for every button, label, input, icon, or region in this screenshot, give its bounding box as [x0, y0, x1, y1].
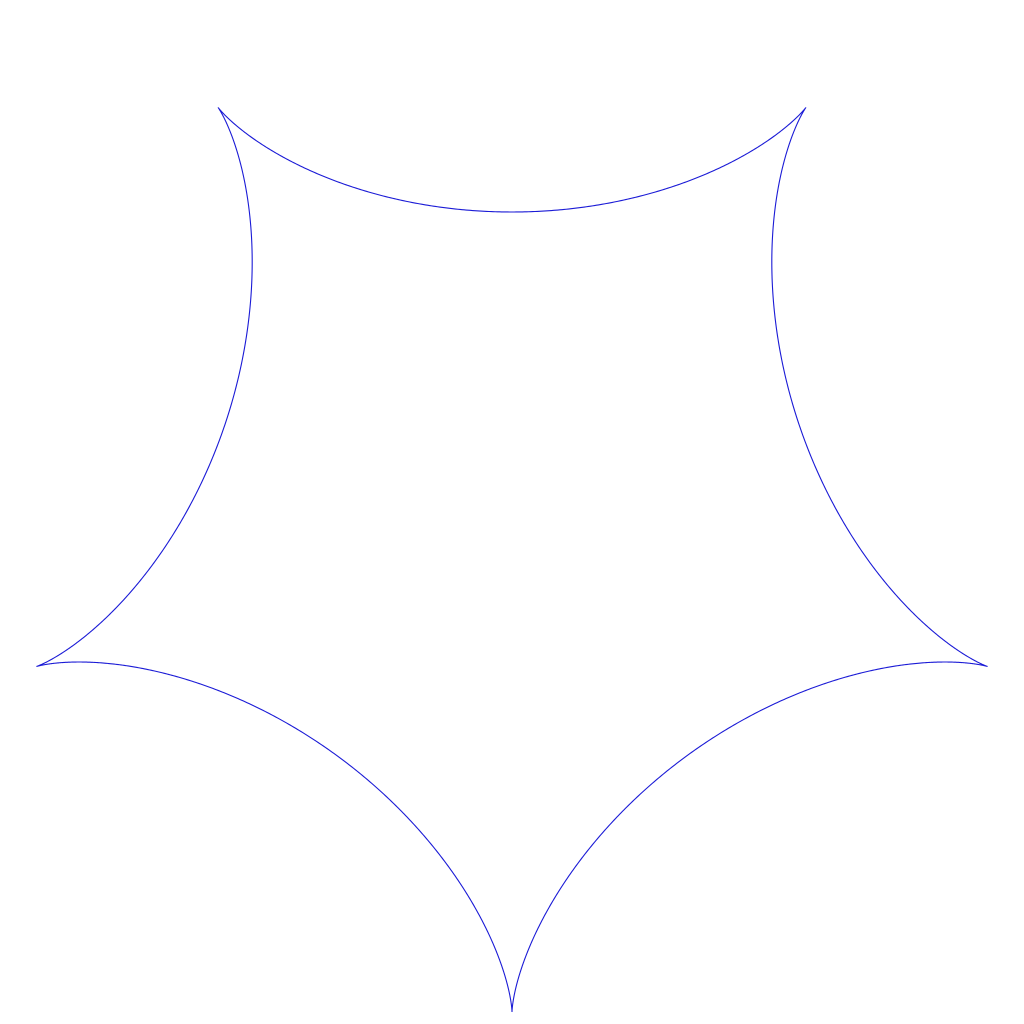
hypocycloid-curve — [36, 107, 988, 1012]
